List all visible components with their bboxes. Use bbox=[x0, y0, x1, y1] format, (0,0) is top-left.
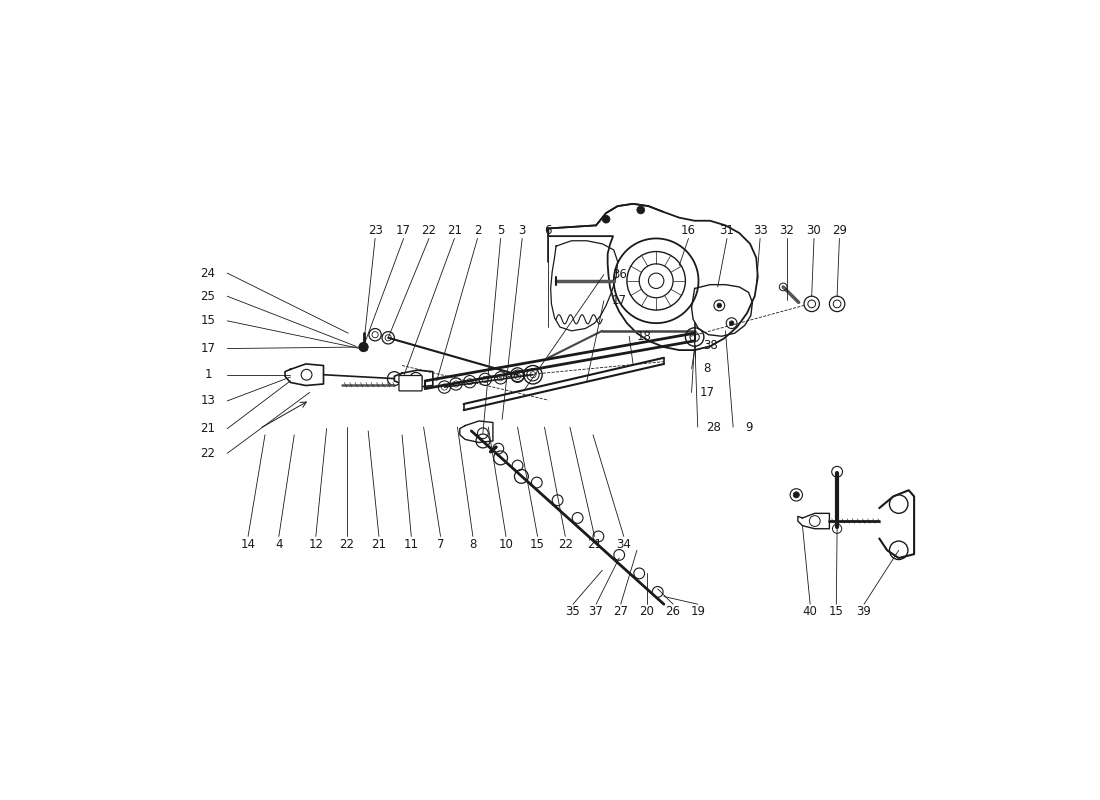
Text: 32: 32 bbox=[780, 224, 794, 238]
Text: 22: 22 bbox=[421, 224, 437, 238]
Text: 16: 16 bbox=[681, 224, 696, 238]
Circle shape bbox=[729, 321, 734, 326]
Text: 17: 17 bbox=[700, 386, 715, 399]
Text: 18: 18 bbox=[637, 330, 652, 342]
Text: 17: 17 bbox=[396, 224, 411, 238]
Text: 23: 23 bbox=[367, 224, 383, 238]
Circle shape bbox=[717, 303, 722, 308]
Circle shape bbox=[359, 342, 369, 352]
Text: 34: 34 bbox=[616, 538, 631, 550]
Text: 38: 38 bbox=[703, 339, 717, 352]
Text: 11: 11 bbox=[404, 538, 419, 550]
Text: 9: 9 bbox=[745, 421, 752, 434]
Text: 17: 17 bbox=[200, 342, 216, 355]
Text: 21: 21 bbox=[447, 224, 462, 238]
Text: 20: 20 bbox=[639, 606, 654, 618]
Text: 31: 31 bbox=[719, 224, 735, 238]
Text: 25: 25 bbox=[200, 290, 216, 302]
Text: 2: 2 bbox=[474, 224, 482, 238]
Text: 5: 5 bbox=[497, 224, 504, 238]
Text: 28: 28 bbox=[706, 421, 721, 434]
Text: 30: 30 bbox=[806, 224, 822, 238]
Text: 8: 8 bbox=[470, 538, 476, 550]
Text: 21: 21 bbox=[587, 538, 602, 550]
Text: 37: 37 bbox=[588, 606, 604, 618]
Text: 4: 4 bbox=[275, 538, 283, 550]
Text: 22: 22 bbox=[558, 538, 573, 550]
FancyBboxPatch shape bbox=[399, 375, 422, 391]
Text: 29: 29 bbox=[832, 224, 847, 238]
Text: 19: 19 bbox=[690, 606, 705, 618]
Text: 6: 6 bbox=[544, 224, 552, 238]
Text: 40: 40 bbox=[803, 606, 817, 618]
Text: 36: 36 bbox=[612, 268, 627, 281]
Text: 26: 26 bbox=[666, 606, 681, 618]
Circle shape bbox=[603, 215, 609, 223]
Text: 12: 12 bbox=[308, 538, 323, 550]
Text: 13: 13 bbox=[200, 394, 216, 407]
Text: 14: 14 bbox=[241, 538, 255, 550]
Text: 22: 22 bbox=[200, 446, 216, 460]
Text: 15: 15 bbox=[530, 538, 544, 550]
Text: 7: 7 bbox=[437, 538, 444, 550]
Text: 3: 3 bbox=[518, 224, 526, 238]
Text: 22: 22 bbox=[339, 538, 354, 550]
Text: 39: 39 bbox=[857, 606, 871, 618]
Text: 21: 21 bbox=[200, 422, 216, 435]
Text: 10: 10 bbox=[498, 538, 514, 550]
Circle shape bbox=[793, 492, 800, 498]
Text: 15: 15 bbox=[829, 606, 844, 618]
Text: 24: 24 bbox=[200, 266, 216, 280]
Text: 15: 15 bbox=[200, 314, 216, 327]
Text: 17: 17 bbox=[612, 294, 627, 307]
Text: 1: 1 bbox=[205, 368, 212, 382]
Circle shape bbox=[637, 206, 645, 214]
Text: 27: 27 bbox=[613, 606, 628, 618]
Text: 35: 35 bbox=[565, 606, 581, 618]
Text: 33: 33 bbox=[752, 224, 768, 238]
Text: 8: 8 bbox=[703, 362, 711, 375]
Text: 21: 21 bbox=[372, 538, 386, 550]
